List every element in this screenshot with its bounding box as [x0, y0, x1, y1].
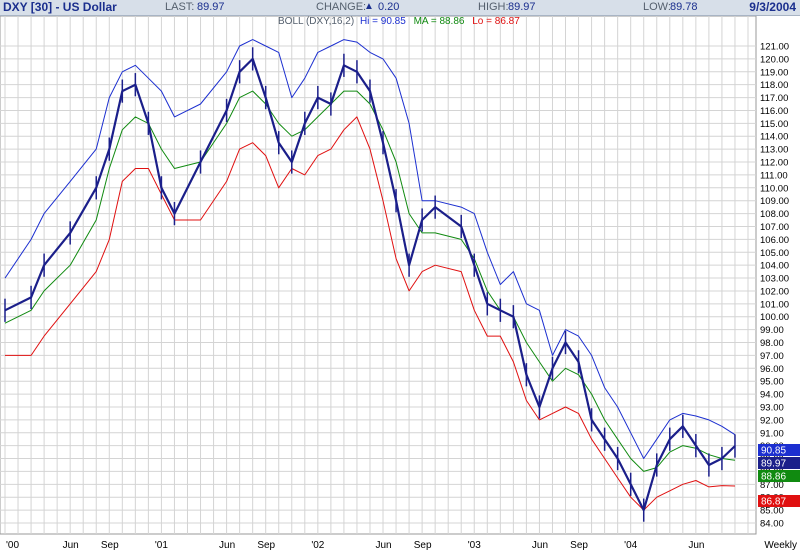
x-tick-label: '01: [155, 540, 168, 550]
y-tick-label: 98.00: [760, 338, 784, 349]
y-tick-label: 107.00: [760, 222, 789, 233]
y-tick-label: 106.00: [760, 235, 789, 246]
y-tick-label: 93.00: [760, 402, 784, 413]
y-tick-label: 119.00: [760, 67, 788, 78]
price-tag-label: 88.86: [761, 472, 786, 483]
x-tick-label: Jun: [532, 540, 548, 550]
y-tick-label: 120.00: [760, 54, 789, 65]
y-tick-label: 112.00: [760, 158, 788, 169]
price-tag-label: 90.85: [761, 446, 786, 457]
x-tick-label: Sep: [257, 540, 275, 550]
x-tick-label: Jun: [375, 540, 391, 550]
legend-ma: MA = 88.86: [414, 16, 465, 27]
price-tag: [758, 495, 800, 507]
low-label: LOW:: [643, 1, 671, 13]
legend-prefix: BOLL (DXY,16,2): [278, 16, 354, 27]
legend-hi: Hi = 90.85: [360, 16, 406, 27]
low-value: 89.78: [670, 1, 698, 13]
change-label: CHANGE:: [316, 1, 367, 13]
y-tick-label: 117.00: [760, 93, 788, 104]
y-tick-label: 114.00: [760, 132, 788, 143]
y-tick-label: 111.00: [760, 170, 788, 181]
y-tick-label: 110.00: [760, 183, 788, 194]
y-tick-label: 87.00: [760, 480, 784, 491]
y-tick-label: 84.00: [760, 519, 784, 530]
y-tick-label: 100.00: [760, 312, 789, 323]
y-tick-label: 116.00: [760, 106, 788, 117]
middle-band-series: [4, 90, 736, 472]
x-tick-label: Sep: [414, 540, 432, 550]
y-tick-label: 101.00: [760, 299, 789, 310]
price-tag-label: 89.97: [761, 459, 786, 470]
x-tick-label: Sep: [570, 540, 588, 550]
y-tick-label: 94.00: [760, 390, 784, 401]
y-tick-label: 91.00: [760, 428, 784, 439]
x-tick-label: Jun: [688, 540, 704, 550]
upper-band-series: [4, 39, 736, 459]
legend-lo: Lo = 86.87: [472, 16, 520, 27]
plot-area: [0, 16, 757, 535]
chart-header: DXY [30] - US Dollar LAST: 89.97 CHANGE:…: [0, 0, 800, 16]
lower-band-series: [5, 116, 736, 511]
y-tick-label: 99.00: [760, 325, 784, 336]
price-tag: [758, 470, 800, 482]
change-value: 0.20: [378, 1, 400, 13]
last-value: 89.97: [197, 1, 225, 13]
price-tag-label: 86.87: [761, 497, 786, 508]
x-tick-label: Jun: [63, 540, 79, 550]
x-tick-label: '04: [624, 540, 637, 550]
chart-title: DXY [30] - US Dollar: [3, 0, 117, 14]
x-axis: '00 Jun Sep '01 Jun Sep '02 Jun Sep '03 Jun Sep '04 J…: [6, 540, 797, 550]
high-label: HIGH:: [478, 1, 509, 13]
chart-date: 9/3/2004: [749, 0, 796, 14]
price-tag: [758, 457, 800, 469]
y-tick-label: 102.00: [760, 286, 789, 297]
y-tick-label: 118.00: [760, 80, 788, 91]
grid: [0, 16, 756, 534]
price-tags: 90.85 89.97 88.86 86.87: [758, 444, 800, 508]
y-tick-label: 113.00: [760, 145, 788, 156]
y-tick-label: 95.00: [760, 377, 784, 388]
y-tick-label: 105.00: [760, 248, 789, 259]
y-tick-label: 96.00: [760, 364, 784, 375]
change-up-icon: ▲: [364, 1, 374, 12]
y-tick-label: 97.00: [760, 351, 784, 362]
y-tick-label: 92.00: [760, 415, 784, 426]
series-layer: [4, 39, 736, 522]
y-tick-label: 121.00: [760, 42, 789, 53]
price-tag: [758, 444, 800, 456]
y-tick-label: 115.00: [760, 119, 788, 130]
x-tick-label: '03: [468, 540, 481, 550]
x-tick-label: '00: [6, 540, 19, 550]
y-tick-label: 103.00: [760, 274, 789, 285]
legend: BOLL (DXY,16,2) Hi = 90.85 MA = 88.86 Lo…: [278, 16, 520, 27]
x-tick-label: Weekly: [764, 540, 797, 550]
last-label: LAST:: [165, 1, 195, 13]
x-tick-label: Sep: [101, 540, 119, 550]
y-tick-label: 108.00: [760, 209, 789, 220]
x-tick-label: Jun: [219, 540, 235, 550]
x-tick-label: '02: [311, 540, 324, 550]
high-value: 89.97: [508, 1, 536, 13]
y-tick-label: 109.00: [760, 196, 789, 207]
y-tick-label: 85.00: [760, 506, 784, 517]
y-tick-label: 104.00: [760, 261, 789, 272]
